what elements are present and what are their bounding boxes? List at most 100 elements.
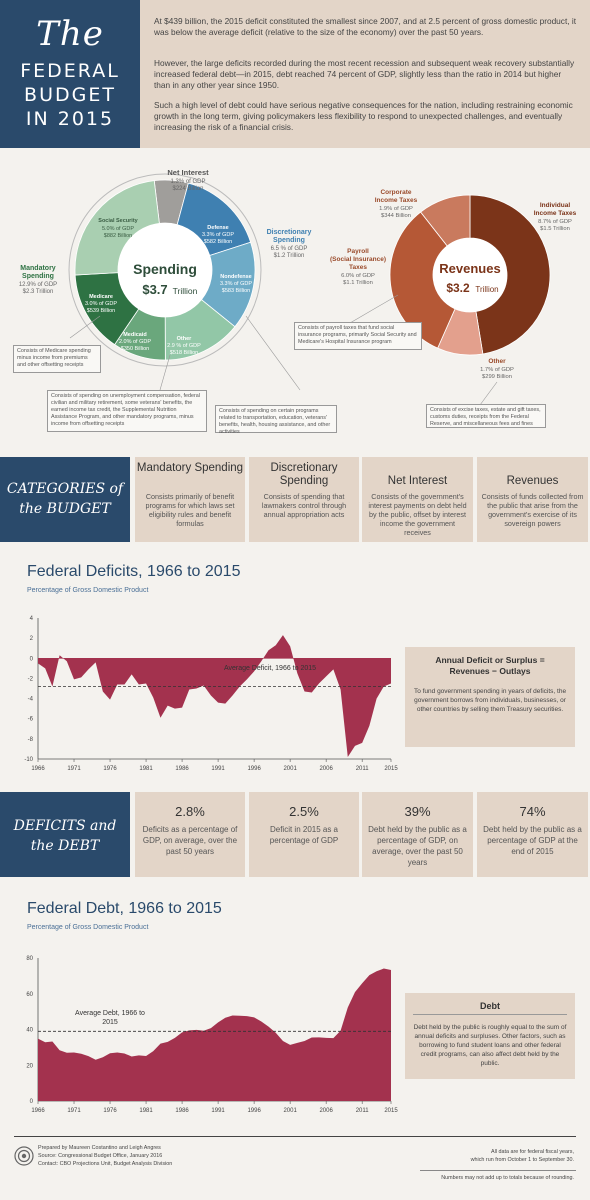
other-spending-leader-line: [159, 354, 171, 391]
intro-paragraph-1: At $439 billion, the 2015 deficit consti…: [154, 16, 577, 37]
stat-value-avg-deficit: 2.8%: [175, 804, 205, 819]
deficits-chart: 4 2 0 -2 -4 -6 -8 -10 1966 1971 1976 1981 1986 1991 19…: [24, 616, 398, 772]
cbo-logo-icon: [14, 1146, 34, 1166]
x-tick-label: 1966: [31, 1108, 45, 1114]
defense-amount: $582 Billion: [204, 239, 232, 245]
footer-rounding-note: Numbers may not add up to totals because…: [441, 1175, 574, 1181]
individual-label-2: Income Taxes: [534, 210, 577, 217]
spending-group-ring: [68, 173, 262, 367]
stat-value-avg-debt: 39%: [404, 804, 431, 819]
medicaid-amount: $350 Billion: [121, 346, 149, 352]
payroll-callout: Consists of payroll taxes that fund soci…: [294, 322, 422, 350]
y-tick-label: 0: [30, 656, 34, 662]
categories-heading-line-1: CATEGORIES of: [6, 481, 124, 497]
stat-body-avg-debt: Debt held by the public as a percentage …: [368, 825, 467, 867]
debt-area: [38, 968, 391, 1101]
other-spending-label: Other: [177, 336, 193, 342]
category-card-discretionary: Discretionary Spending Consists of spend…: [249, 457, 359, 542]
x-tick-label: 1971: [67, 1108, 81, 1114]
individual-pct: 8.7% of GDP: [538, 219, 572, 225]
revenues-center-amount: $3.2: [446, 281, 470, 295]
net-interest-group-label: Net Interest: [167, 168, 209, 177]
intro-paragraph-3: Such a high level of debt could have ser…: [154, 100, 573, 132]
deficits-info-body: To fund government spending in years of …: [413, 688, 567, 713]
medicare-label: Medicare: [89, 294, 113, 300]
categories-heading-box: CATEGORIES of the BUDGET: [0, 457, 130, 542]
x-tick-label: 1976: [103, 1108, 117, 1114]
payroll-label-2: (Social Insurance): [330, 256, 386, 263]
x-tick-label: 2001: [283, 766, 297, 772]
payroll-pct: 6.0% of GDP: [341, 273, 375, 279]
revenues-donut: [389, 194, 551, 356]
debt-info-body: Debt held by the public is roughly equal…: [413, 1024, 567, 1067]
footer-fiscal-note-1: All data are for federal fiscal years,: [491, 1149, 574, 1155]
y-tick-label: 60: [26, 992, 33, 998]
x-tick-label: 1991: [211, 766, 225, 772]
footer-credit-line-2: Source: Congressional Budget Office, Jan…: [38, 1153, 163, 1159]
discretionary-group-amount: $1.2 Trillion: [274, 253, 305, 259]
discretionary-group-label-2: Spending: [273, 237, 305, 244]
title-line-2: BUDGET: [24, 84, 116, 106]
mandatory-group-label-2: Spending: [22, 273, 54, 280]
corporate-label-1: Corporate: [380, 189, 411, 196]
x-tick-label: 1986: [175, 766, 189, 772]
debt-average-label: Average Debt, 1966 to 2015: [75, 1010, 145, 1026]
x-tick-label: 1981: [139, 766, 153, 772]
category-card-revenues: Revenues Consists of funds collected fro…: [477, 457, 588, 542]
intro-paragraph-2: However, the large deficits recorded dur…: [154, 58, 575, 90]
footer-credit-line-3: Contact: CBO Projections Unit, Budget An…: [38, 1161, 173, 1167]
defense-pct: 3.3% of GDP: [202, 232, 234, 238]
deficits-area: [38, 635, 391, 757]
category-card-net-interest: Net Interest Consists of the government'…: [362, 457, 473, 542]
intro-panel: At $439 billion, the 2015 deficit consti…: [140, 0, 590, 148]
x-tick-label: 1976: [103, 766, 117, 772]
other-spending-pct: 2.9 % of GDP: [167, 343, 201, 349]
x-tick-label: 1996: [247, 1108, 261, 1114]
spending-center: [118, 223, 212, 317]
other-spending-callout: Consists of spending on unemployment com…: [47, 390, 207, 432]
debt-chart-subtitle: Percentage of Gross Domestic Product: [27, 924, 149, 931]
deficits-average-label: Average Deficit, 1966 to 2015: [223, 665, 317, 672]
title-block: The FEDERAL BUDGET IN 2015: [0, 0, 140, 148]
spending-donut: [68, 173, 262, 367]
category-title-net-interest: Net Interest: [387, 475, 448, 487]
stat-card-avg-debt: 39% Debt held by the public as a percent…: [362, 792, 473, 877]
social-security-amount: $882 Billion: [104, 233, 132, 239]
spending-center-amount: $3.7: [142, 282, 167, 297]
net-interest-group-amount: $224 Billion: [172, 186, 203, 192]
x-tick-label: 1986: [175, 1108, 189, 1114]
other-spending-amount: $518 Billion: [170, 350, 198, 356]
discretionary-group-pct: 6.5 % of GDP: [271, 246, 308, 252]
stat-card-2015-deficit: 2.5% Deficit in 2015 as a percentage of …: [249, 792, 359, 877]
debt-chart: 80 60 40 20 0 1966 1971 1976 1981 1986 1991 1996 200…: [26, 956, 398, 1114]
nondefense-label: Nondefense: [220, 274, 251, 280]
medicare-callout: Consists of Medicare spending minus inco…: [13, 345, 101, 373]
y-tick-label: 20: [26, 1063, 33, 1069]
nondefense-callout: Consists of spending on certain programs…: [215, 405, 337, 435]
footer-fiscal-note-2: which run from October 1 to September 30…: [470, 1157, 574, 1163]
corporate-pct: 1.9% of GDP: [379, 206, 413, 212]
net-interest-group-pct: 1.3% of GDP: [170, 179, 205, 185]
footer-divider: [14, 1136, 576, 1137]
other-revenue-leader-line: [479, 381, 498, 406]
other-revenue-pct: 1.7% of GDP: [480, 367, 514, 373]
social-security-label: Social Security: [98, 218, 138, 224]
deficits-debt-heading-box: DEFICITS and the DEBT: [0, 792, 130, 877]
category-title-discretionary: Discretionary Spending: [270, 462, 338, 487]
category-body-revenues: Consists of funds collected from the pub…: [481, 492, 584, 528]
revenues-center: [433, 238, 507, 312]
budget-pie-charts: Spending $3.7 Trillion Defense 3.3% of G…: [19, 168, 577, 406]
stat-card-avg-deficit: 2.8% Deficits as a percentage of GDP, on…: [135, 792, 245, 877]
stat-body-2015-deficit: Deficit in 2015 as a percentage of GDP: [269, 825, 339, 845]
nondefense-pct: 3.3% of GDP: [220, 281, 252, 287]
footer-credit-line-1: Prepared by Maureen Costantino and Leigh…: [38, 1145, 161, 1151]
corporate-label-2: Income Taxes: [375, 197, 418, 204]
categories-heading-line-2: the BUDGET: [19, 501, 111, 517]
medicare-amount: $539 Billion: [87, 308, 115, 314]
individual-amount: $1.5 Trillion: [540, 226, 570, 232]
title-line-3: IN 2015: [25, 108, 115, 130]
x-tick-label: 2001: [283, 1108, 297, 1114]
x-tick-label: 1991: [211, 1108, 225, 1114]
medicare-leader-line: [69, 315, 101, 339]
x-tick-label: 2015: [384, 1108, 398, 1114]
